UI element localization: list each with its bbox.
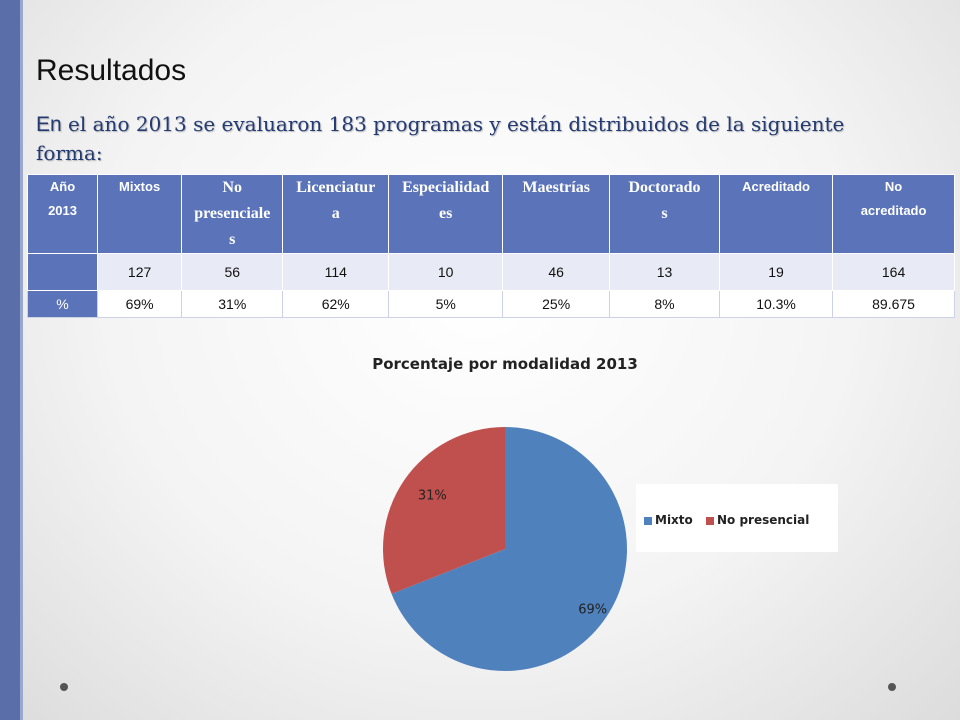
header-line: Año [49, 179, 76, 194]
table-cell: 19 [718, 253, 834, 291]
subtitle-lead-word: En [36, 113, 62, 136]
legend-label: No presencial [717, 513, 810, 527]
header-cell-especialidades: Especialidad es [388, 174, 504, 254]
header-cell-no-presenciales: No presenciale s [181, 174, 284, 254]
header-cell-licenciatura: Licenciatur a [282, 174, 390, 254]
chart-title: Porcentaje por modalidad 2013 [372, 355, 638, 373]
table-row-percent: % 69% 31% 62% 5% 25% 8% 10.3% 89.675 [26, 290, 955, 318]
slide-left-accent-edge [20, 0, 23, 720]
pie-slice-mixto [391, 427, 627, 671]
table-cell [26, 253, 99, 291]
table-cell: 127 [97, 253, 183, 291]
table-header-row: Año 2013 Mixtos No presenciale s Licenci… [26, 174, 955, 254]
header-line: acreditado [860, 203, 927, 218]
decorative-dot-left [60, 683, 68, 691]
table-row-counts: 127 56 114 10 46 13 19 164 [26, 253, 955, 291]
pie-data-label: 69% [578, 602, 607, 617]
table-cell: 10 [388, 253, 504, 291]
table-cell: 8% [609, 290, 720, 318]
header-line: Especialidad [402, 179, 490, 196]
header-cell-mixtos: Mixtos [97, 174, 183, 254]
header-line: s [229, 231, 236, 248]
table-cell: 31% [181, 290, 284, 318]
table-cell: 10.3% [718, 290, 834, 318]
legend-item-no-presencial: No presencial [706, 513, 809, 527]
pie-chart: 69% 31% [383, 427, 627, 671]
table-cell: 62% [282, 290, 390, 318]
header-cell-doctorados: Doctorado s [609, 174, 720, 254]
legend-item-mixto: Mixto [644, 513, 693, 527]
header-line: No [884, 179, 903, 194]
decorative-dot-right [888, 683, 896, 691]
header-cell-maestrias: Maestrías [502, 174, 611, 254]
header-line: Doctorado [628, 179, 701, 196]
header-line: No [222, 179, 243, 196]
header-cell-acreditado: Acreditado [718, 174, 834, 254]
pie-slice-no-presencial [383, 427, 505, 594]
table-cell: 25% [502, 290, 611, 318]
header-line: es [439, 205, 453, 222]
header-line: presenciale [194, 205, 271, 222]
pie-data-label: 31% [418, 489, 447, 504]
slide-subtitle: En el año 2013 se evaluaron 183 programa… [36, 110, 896, 168]
table-cell: 89.675 [832, 290, 955, 318]
header-line: 2013 [48, 203, 77, 218]
legend-label: Mixto [655, 513, 693, 527]
table-cell: 114 [282, 253, 390, 291]
header-cell-year: Año 2013 [26, 174, 99, 254]
header-cell-no-acreditado: No acreditado [832, 174, 955, 254]
legend-swatch-no-presencial [706, 516, 714, 525]
slide-title: Resultados [36, 54, 187, 87]
table-cell: 164 [832, 253, 955, 291]
legend-swatch-mixto [644, 516, 652, 525]
table-cell: 69% [97, 290, 183, 318]
subtitle-text: el año 2013 se evaluaron 183 programas y… [36, 112, 845, 165]
table-cell: % [26, 290, 99, 318]
programs-table: Año 2013 Mixtos No presenciale s Licenci… [26, 174, 955, 318]
header-line: a [331, 205, 340, 222]
chart-legend: Mixto No presencial [636, 484, 838, 552]
header-line: s [661, 205, 668, 222]
table-cell: 5% [388, 290, 504, 318]
slide-left-accent-bar [0, 0, 22, 720]
table-cell: 13 [609, 253, 720, 291]
header-line: Licenciatur [296, 179, 376, 196]
table-cell: 56 [181, 253, 284, 291]
table-cell: 46 [502, 253, 611, 291]
